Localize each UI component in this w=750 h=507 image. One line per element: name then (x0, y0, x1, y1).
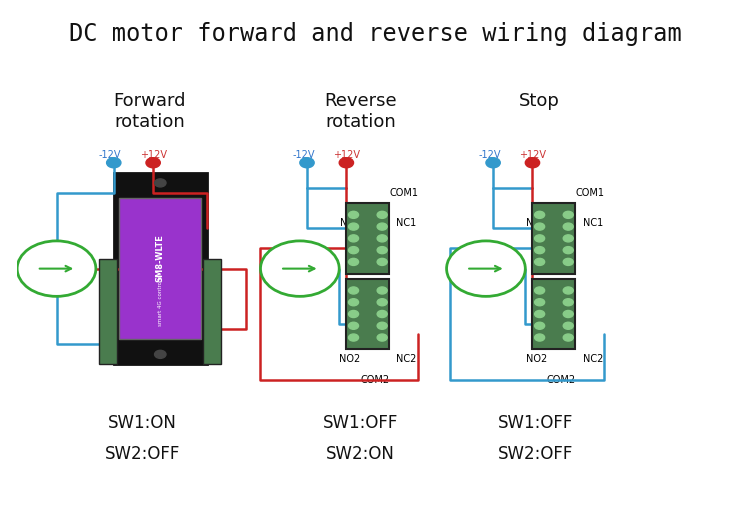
Text: -12V: -12V (292, 150, 315, 160)
Bar (100, 259, 117, 365)
Circle shape (154, 350, 166, 358)
Circle shape (535, 259, 544, 266)
Circle shape (349, 235, 358, 242)
Circle shape (563, 287, 573, 294)
Bar (532, 279, 575, 349)
Circle shape (535, 310, 544, 317)
Text: SW2:OFF: SW2:OFF (105, 445, 180, 463)
Text: SW1:OFF: SW1:OFF (323, 415, 398, 432)
Circle shape (563, 299, 573, 306)
Circle shape (377, 322, 387, 330)
Circle shape (349, 211, 358, 219)
Circle shape (349, 310, 358, 317)
Text: SW2:ON: SW2:ON (326, 445, 395, 463)
Circle shape (377, 299, 387, 306)
Bar (119, 198, 201, 339)
Circle shape (17, 241, 96, 297)
Text: +12V: +12V (140, 150, 166, 160)
Text: +12V: +12V (519, 150, 546, 160)
Circle shape (563, 334, 573, 341)
Circle shape (154, 179, 166, 187)
Circle shape (300, 158, 314, 168)
Circle shape (339, 158, 353, 168)
Circle shape (446, 241, 525, 297)
Circle shape (563, 211, 573, 219)
Circle shape (535, 287, 544, 294)
Text: NC1: NC1 (583, 218, 603, 228)
Text: smart 4G controller: smart 4G controller (158, 272, 163, 325)
Text: +12V: +12V (333, 150, 360, 160)
Text: Stop: Stop (519, 92, 560, 110)
Circle shape (377, 334, 387, 341)
Bar (346, 203, 389, 274)
Circle shape (535, 322, 544, 330)
Bar (114, 173, 207, 365)
Bar (203, 259, 221, 365)
Circle shape (377, 211, 387, 219)
Text: SM8-WLTE: SM8-WLTE (156, 235, 165, 282)
Circle shape (349, 322, 358, 330)
Circle shape (563, 223, 573, 230)
Circle shape (349, 223, 358, 230)
Circle shape (349, 287, 358, 294)
Circle shape (349, 259, 358, 266)
Text: -12V: -12V (478, 150, 501, 160)
Text: COM2: COM2 (361, 375, 389, 384)
Text: COM2: COM2 (547, 375, 576, 384)
Circle shape (260, 241, 339, 297)
Circle shape (349, 299, 358, 306)
Circle shape (106, 158, 121, 168)
Circle shape (377, 310, 387, 317)
Text: NO2: NO2 (340, 354, 361, 365)
Circle shape (486, 158, 500, 168)
Text: NC2: NC2 (583, 354, 603, 365)
Text: SW2:OFF: SW2:OFF (498, 445, 574, 463)
Text: -12V: -12V (99, 150, 122, 160)
Circle shape (535, 334, 544, 341)
Circle shape (377, 223, 387, 230)
Circle shape (563, 235, 573, 242)
Circle shape (349, 246, 358, 254)
Text: NO2: NO2 (526, 354, 547, 365)
Circle shape (377, 246, 387, 254)
Circle shape (535, 299, 544, 306)
Bar (346, 279, 389, 349)
Text: SW1:OFF: SW1:OFF (498, 415, 574, 432)
Circle shape (535, 223, 544, 230)
Text: COM1: COM1 (389, 188, 418, 198)
Circle shape (535, 211, 544, 219)
Circle shape (563, 259, 573, 266)
Text: Reverse
rotation: Reverse rotation (324, 92, 397, 131)
Circle shape (535, 246, 544, 254)
Circle shape (563, 246, 573, 254)
Circle shape (535, 235, 544, 242)
Bar (532, 203, 575, 274)
Text: NC1: NC1 (397, 218, 417, 228)
Circle shape (349, 334, 358, 341)
Circle shape (377, 287, 387, 294)
Text: NC2: NC2 (397, 354, 417, 365)
Circle shape (563, 322, 573, 330)
Text: NO1: NO1 (340, 218, 361, 228)
Circle shape (525, 158, 539, 168)
Text: NO1: NO1 (526, 218, 547, 228)
Text: DC motor forward and reverse wiring diagram: DC motor forward and reverse wiring diag… (69, 22, 681, 46)
Text: COM1: COM1 (575, 188, 604, 198)
Text: SW1:ON: SW1:ON (108, 415, 177, 432)
Circle shape (377, 259, 387, 266)
Text: Forward
rotation: Forward rotation (113, 92, 186, 131)
Circle shape (377, 235, 387, 242)
Circle shape (563, 310, 573, 317)
Circle shape (146, 158, 160, 168)
